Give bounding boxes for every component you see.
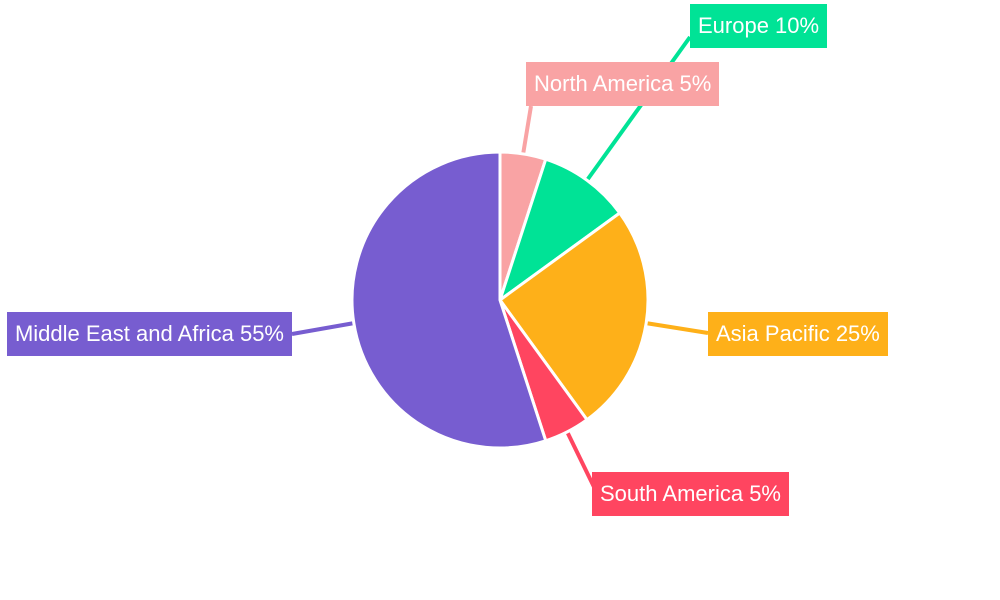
- label-asia-pacific: Asia Pacific 25%: [708, 312, 888, 356]
- label-middle-east-and-africa: Middle East and Africa 55%: [6, 312, 292, 356]
- leader-line-europe: [585, 35, 692, 182]
- label-europe: Europe 10%: [690, 4, 828, 48]
- label-north-america: North America 5%: [526, 62, 720, 106]
- leader-line-asia-pacific: [645, 321, 709, 335]
- leader-line-north-america: [521, 105, 533, 155]
- leader-line-middle-east-and-africa: [291, 321, 355, 336]
- label-south-america: South America 5%: [592, 472, 789, 516]
- slice-asia-pacific[interactable]: [498, 211, 650, 422]
- slice-europe[interactable]: [498, 157, 622, 302]
- leader-line-south-america: [565, 430, 596, 488]
- slice-middle-east-and-africa[interactable]: [350, 150, 548, 450]
